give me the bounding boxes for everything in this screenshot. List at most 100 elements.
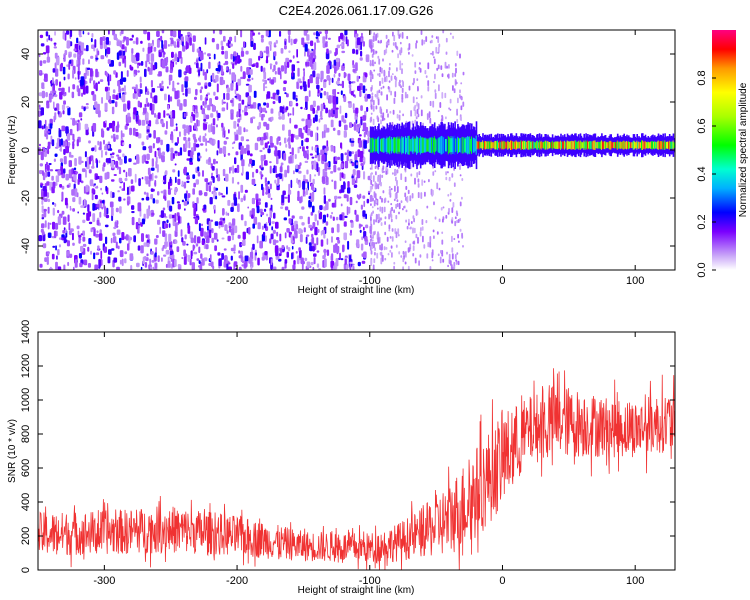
spectrogram-cell bbox=[318, 31, 322, 34]
carrier-core bbox=[432, 138, 435, 153]
spectrogram-cell bbox=[309, 174, 312, 183]
spectrogram-cell bbox=[129, 236, 133, 241]
spectrogram-cell bbox=[373, 32, 376, 36]
spectrogram-cell bbox=[339, 172, 342, 182]
spectrogram-cell bbox=[229, 68, 231, 75]
spectrogram-cell bbox=[264, 79, 267, 85]
spectrogram-cell bbox=[252, 243, 255, 250]
spectrogram-cell bbox=[132, 93, 136, 99]
spectrogram-cell bbox=[98, 160, 101, 164]
spectrogram-cell bbox=[154, 262, 158, 269]
spectrogram-cell bbox=[139, 82, 142, 89]
spectrogram-cell bbox=[447, 194, 450, 197]
spectrogram-cell bbox=[115, 134, 119, 140]
spectrogram-cell bbox=[212, 176, 215, 184]
carrier-core bbox=[579, 140, 582, 150]
spectrogram-cell bbox=[360, 41, 362, 51]
spectrogram-cell bbox=[82, 243, 87, 247]
spectrogram-cell bbox=[454, 254, 457, 260]
spectrogram-cell bbox=[404, 168, 407, 171]
spectrogram-cell bbox=[131, 34, 134, 38]
carrier-core bbox=[602, 141, 605, 149]
spectrogram-cell bbox=[219, 217, 223, 221]
spectrogram-cell bbox=[211, 72, 215, 81]
spectrogram-cell bbox=[303, 227, 306, 233]
spectrogram-cell bbox=[296, 61, 300, 64]
spectrogram-cell bbox=[49, 123, 53, 129]
spectrogram-cell bbox=[437, 46, 440, 54]
spectrogram-cell bbox=[101, 206, 104, 210]
spectrogram-cell bbox=[209, 98, 212, 106]
spectrogram-cell bbox=[449, 98, 452, 104]
spectrogram-cell bbox=[370, 216, 372, 221]
spectrogram-cell bbox=[230, 83, 234, 91]
spectrogram-cell bbox=[267, 192, 271, 199]
spectrogram-cell bbox=[197, 82, 201, 86]
spectrogram-cell bbox=[252, 171, 255, 178]
spectrogram-cell bbox=[137, 202, 142, 212]
spectrogram-cell bbox=[104, 102, 108, 111]
spectrogram-cell bbox=[336, 44, 341, 49]
spectrogram-cell bbox=[68, 86, 70, 93]
spectrogram-cell bbox=[420, 30, 423, 35]
carrier-core bbox=[658, 141, 661, 149]
spectrogram-cell bbox=[239, 150, 244, 155]
spectrogram-cell bbox=[373, 231, 376, 236]
carrier-core bbox=[604, 141, 607, 150]
spectrogram-cell bbox=[375, 219, 377, 223]
spectrogram-cell bbox=[80, 233, 83, 236]
spectrogram-cell bbox=[378, 72, 381, 78]
spectrogram-cell bbox=[303, 30, 308, 36]
spectrogram-cell bbox=[44, 175, 47, 178]
spectrogram-cell bbox=[304, 257, 308, 262]
spectrogram-cell bbox=[270, 96, 273, 99]
carrier-core bbox=[624, 141, 626, 149]
spectrogram-cell bbox=[133, 235, 136, 243]
spectrogram-cell bbox=[176, 201, 180, 204]
spectrogram-cell bbox=[183, 200, 188, 206]
carrier-core bbox=[608, 141, 611, 149]
carrier-core bbox=[389, 136, 391, 155]
spectrogram-cell bbox=[147, 66, 150, 72]
spectrogram-cell bbox=[240, 197, 244, 203]
spectrogram-cell bbox=[309, 245, 313, 252]
carrier-core bbox=[535, 142, 537, 149]
spectrogram-cell bbox=[324, 171, 328, 177]
carrier-core bbox=[601, 140, 603, 150]
spectrogram-cell bbox=[127, 200, 130, 206]
spectrogram-cell bbox=[448, 207, 450, 213]
y-tick-label: 1200 bbox=[20, 354, 32, 378]
spectrogram-cell bbox=[255, 193, 259, 201]
spectrogram-cell bbox=[344, 72, 347, 77]
spectrogram-cell bbox=[332, 216, 335, 221]
spectrogram-cell bbox=[197, 236, 201, 244]
spectrogram-cell bbox=[170, 131, 174, 137]
spectrogram-cell bbox=[241, 159, 245, 167]
spectrogram-cell bbox=[85, 85, 89, 94]
spectrogram-cell bbox=[54, 107, 57, 111]
spectrogram-cell bbox=[116, 41, 121, 47]
spectrogram-cell bbox=[389, 62, 391, 66]
spectrogram-cell bbox=[339, 83, 343, 86]
spectrogram-cell bbox=[358, 76, 361, 79]
spectrogram-cell bbox=[389, 110, 392, 114]
spectrogram-cell bbox=[194, 96, 197, 100]
spectrogram-cell bbox=[372, 59, 374, 67]
spectrogram-cell bbox=[105, 151, 108, 156]
spectrogram-cell bbox=[122, 77, 127, 82]
spectrogram-cell bbox=[414, 257, 417, 264]
spectrogram-cell bbox=[279, 233, 282, 242]
spectrogram-cell bbox=[299, 215, 303, 220]
spectrogram-cell bbox=[356, 239, 360, 248]
carrier-core bbox=[636, 140, 638, 150]
x-tick-label: -300 bbox=[93, 275, 115, 287]
spectrogram-cell bbox=[153, 46, 157, 52]
spectrogram-cell bbox=[186, 180, 190, 183]
spectrogram-cell bbox=[327, 37, 331, 40]
spectrogram-cell bbox=[401, 68, 403, 75]
spectrogram-cell bbox=[61, 199, 64, 202]
spectrogram-cell bbox=[86, 44, 89, 52]
carrier-core bbox=[613, 142, 615, 149]
spectrogram-cell bbox=[406, 35, 409, 40]
carrier-core bbox=[666, 141, 668, 149]
